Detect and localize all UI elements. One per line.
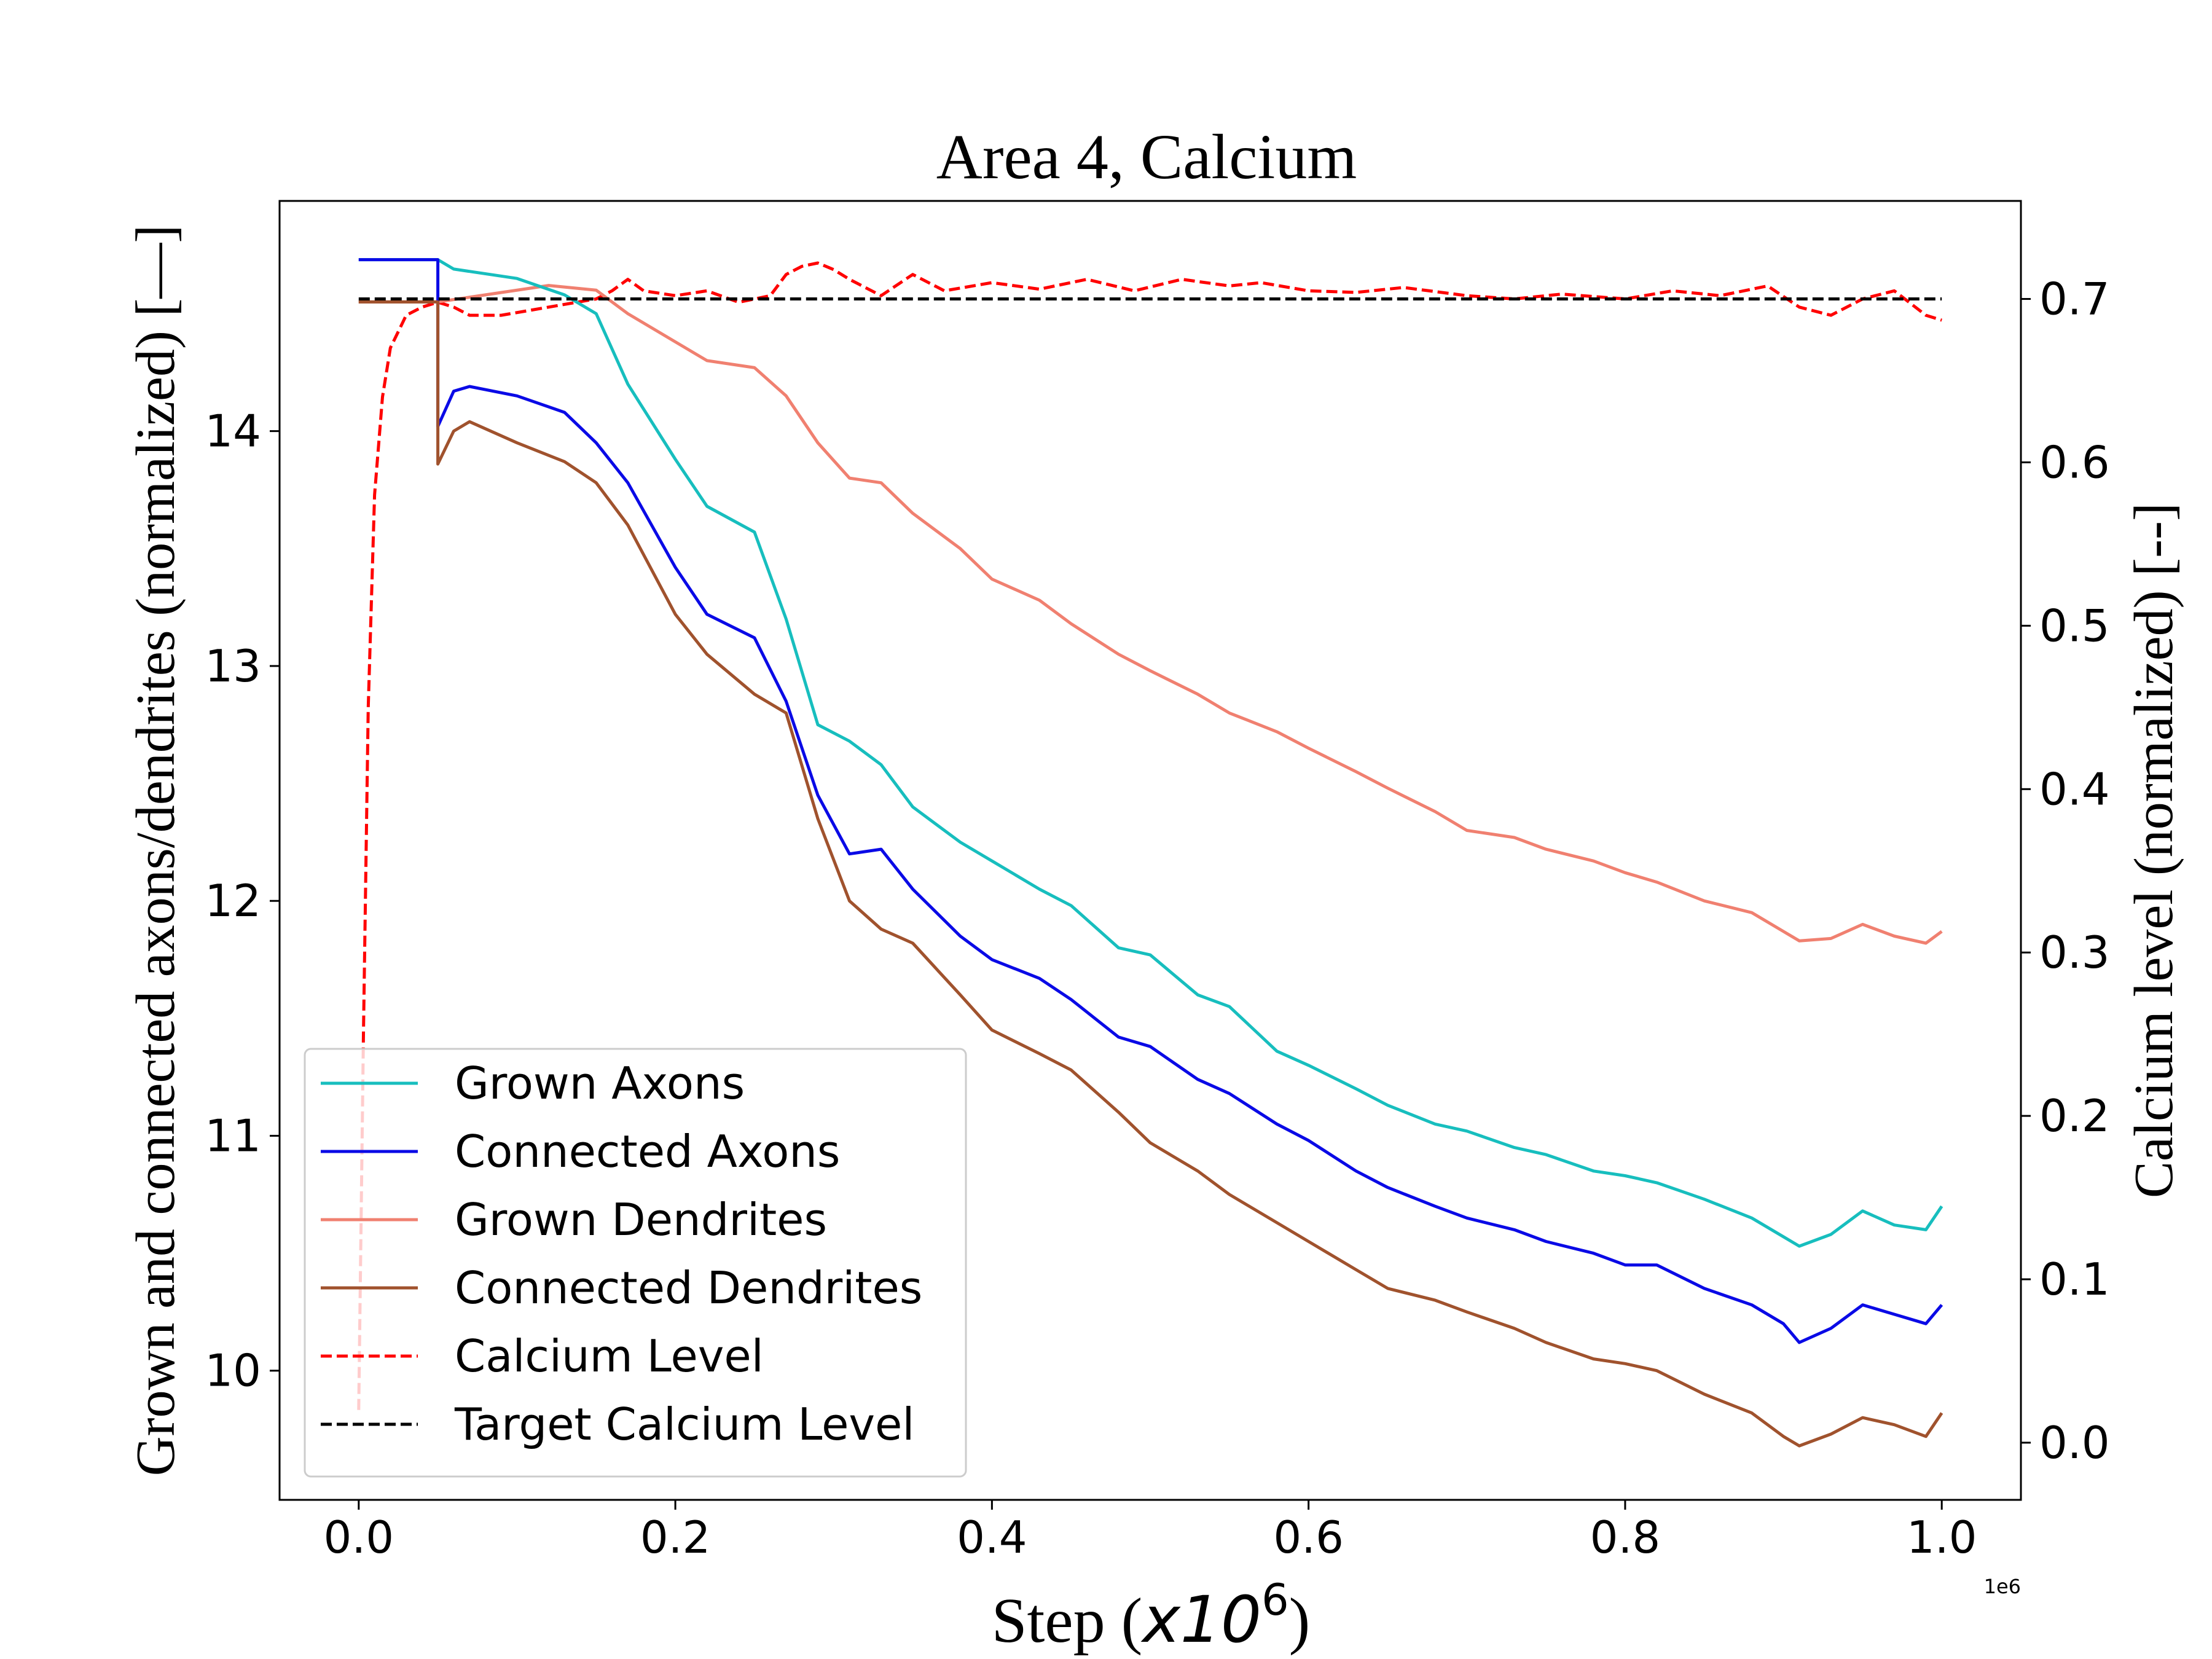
- x-tick-label: 1.0: [1907, 1512, 1977, 1563]
- y-right-tick-label: 0.6: [2039, 436, 2110, 488]
- y-right-tick-label: 0.4: [2039, 763, 2110, 815]
- x-axis-label: Step (x106): [992, 1575, 1311, 1657]
- legend-label-target-calcium-level: Target Calcium Level: [454, 1398, 914, 1450]
- legend-label-grown-axons: Grown Axons: [455, 1057, 745, 1109]
- y-right-tick-label: 0.7: [2039, 273, 2110, 325]
- legend-label-connected-dendrites: Connected Dendrites: [455, 1262, 922, 1314]
- series-layer: [357, 258, 1943, 1448]
- series-line-grown-axons: [358, 258, 1943, 1248]
- x-axis: 0.0 0.2 0.4 0.6 0.8 1.0: [324, 1500, 1977, 1563]
- x-axis-label-math: x10: [1140, 1582, 1261, 1657]
- y-axis-left-label: Grown and connected axons/dendrites (nor…: [125, 225, 186, 1477]
- y-right-tick-label: 0.3: [2039, 927, 2110, 978]
- y-left-tick-label: 14: [205, 406, 261, 457]
- plot-area: [278, 200, 2022, 1501]
- series-line-connected-axons: [358, 258, 1943, 1344]
- legend-entries: Grown Axons Connected Axons Grown Dendrite…: [321, 1057, 922, 1450]
- y-axis-right-label: Calcium level (normalized) [--]: [2124, 503, 2184, 1198]
- x-tick-label: 0.2: [640, 1512, 711, 1563]
- plot-frame: [278, 200, 2022, 1501]
- legend: Grown Axons Connected Axons Grown Dendrite…: [304, 1048, 967, 1478]
- chart-title: Area 4, Calcium: [936, 122, 1357, 192]
- y-axis-left: 10 11 12 13 14: [205, 406, 280, 1397]
- x-tick-label: 0.6: [1273, 1512, 1344, 1563]
- x-tick-label: 0.0: [324, 1512, 394, 1563]
- series-line-connected-dendrites: [358, 300, 1943, 1448]
- x-tick-label: 0.4: [957, 1512, 1027, 1563]
- y-right-tick-label: 0.1: [2039, 1253, 2110, 1305]
- y-left-tick-label: 13: [205, 640, 261, 692]
- x-axis-label-close: ): [1289, 1585, 1311, 1656]
- x-axis-label-text: Step (: [992, 1585, 1143, 1656]
- y-right-tick-label: 0.0: [2039, 1417, 2110, 1469]
- x-tick-label: 0.8: [1590, 1512, 1661, 1563]
- y-right-tick-label: 0.5: [2039, 600, 2110, 651]
- y-left-tick-label: 12: [205, 875, 261, 927]
- y-left-tick-label: 10: [205, 1345, 261, 1397]
- legend-label-grown-dendrites: Grown Dendrites: [455, 1194, 827, 1245]
- legend-box: [304, 1048, 967, 1478]
- x-axis-offset: 1e6: [1984, 1575, 2021, 1598]
- series-line-grown-dendrites: [358, 284, 1943, 945]
- y-right-tick-label: 0.2: [2039, 1090, 2110, 1142]
- y-left-tick-label: 11: [205, 1110, 261, 1161]
- series-line-calcium-level: [357, 261, 1942, 1410]
- legend-label-connected-axons: Connected Axons: [455, 1126, 840, 1177]
- y-axis-right: 0.0 0.1 0.2 0.3 0.4 0.5 0.6 0.7: [2021, 273, 2110, 1469]
- legend-label-calcium-level: Calcium Level: [455, 1330, 764, 1382]
- x-axis-label-exponent: 6: [1261, 1575, 1289, 1625]
